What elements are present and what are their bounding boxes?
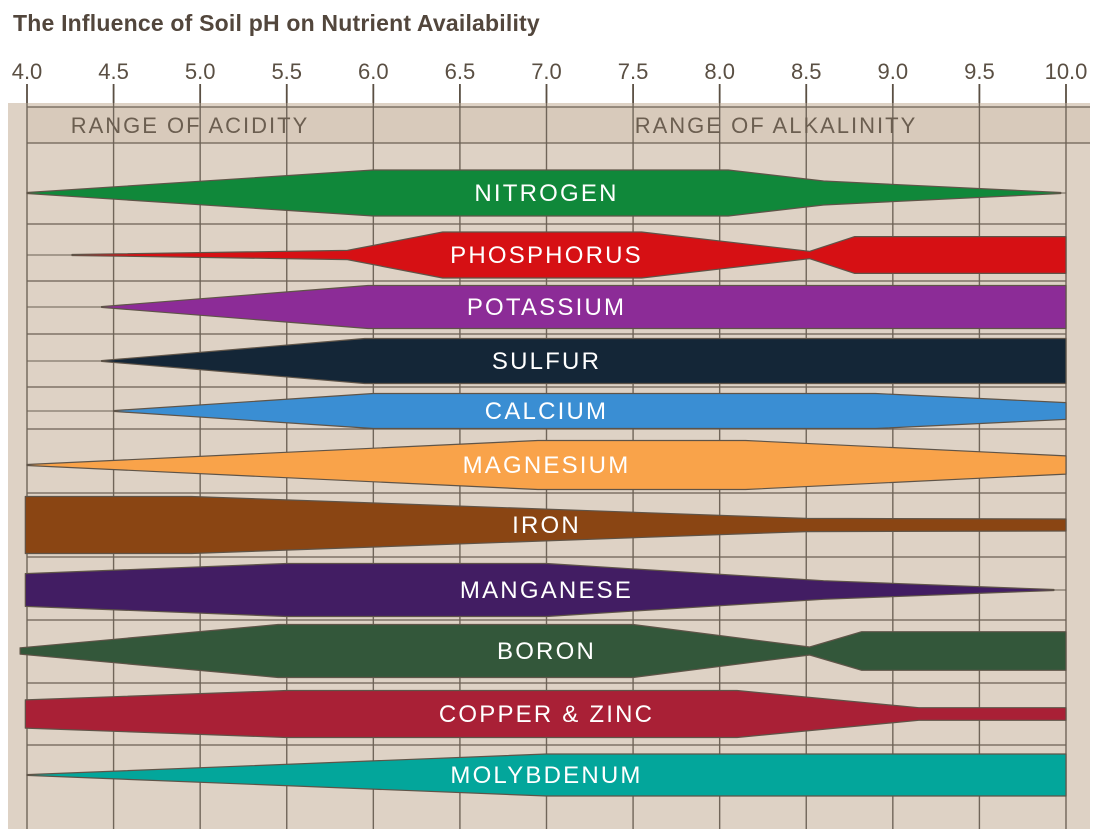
band-label-boron: BORON bbox=[497, 638, 596, 665]
ph-axis-label-7.0: 7.0 bbox=[531, 59, 562, 84]
band-label-potassium: POTASSIUM bbox=[467, 294, 626, 321]
band-label-manganese: MANGANESE bbox=[460, 577, 633, 604]
band-manganese bbox=[24, 562, 1055, 618]
ph-axis-label-6.5: 6.5 bbox=[445, 59, 476, 84]
band-label-sulfur: SULFUR bbox=[492, 348, 601, 375]
ph-axis-label-10.0: 10.0 bbox=[1045, 59, 1088, 84]
page-title: The Influence of Soil pH on Nutrient Ava… bbox=[13, 10, 540, 36]
ph-axis-label-9.0: 9.0 bbox=[878, 59, 909, 84]
band-label-phosphorus: PHOSPHORUS bbox=[450, 242, 643, 269]
acidity-range-label: RANGE OF ACIDITY bbox=[71, 113, 310, 138]
band-magnesium bbox=[26, 439, 1067, 491]
ph-axis-label-5.5: 5.5 bbox=[271, 59, 302, 84]
band-copper-zinc bbox=[24, 689, 1067, 739]
ph-axis-label-8.0: 8.0 bbox=[704, 59, 735, 84]
ph-axis-label-4.0: 4.0 bbox=[12, 59, 43, 84]
band-nitrogen bbox=[26, 169, 1062, 217]
ph-axis-label-9.5: 9.5 bbox=[964, 59, 995, 84]
band-label-calcium: CALCIUM bbox=[485, 398, 608, 425]
ph-axis-label-5.0: 5.0 bbox=[185, 59, 216, 84]
ph-axis-label-6.0: 6.0 bbox=[358, 59, 389, 84]
ph-axis-label-8.5: 8.5 bbox=[791, 59, 822, 84]
band-sulfur bbox=[100, 337, 1067, 385]
alkalinity-range-label: RANGE OF ALKALINITY bbox=[635, 113, 918, 138]
band-boron bbox=[19, 623, 1067, 679]
band-molybdenum bbox=[26, 753, 1067, 797]
ph-axis-label-4.5: 4.5 bbox=[98, 59, 129, 84]
band-label-nitrogen: NITROGEN bbox=[474, 180, 618, 207]
ph-axis-label-7.5: 7.5 bbox=[618, 59, 649, 84]
band-label-iron: IRON bbox=[512, 512, 581, 539]
band-label-magnesium: MAGNESIUM bbox=[463, 452, 631, 479]
band-phosphorus bbox=[71, 231, 1067, 279]
band-label-molybdenum: MOLYBDENUM bbox=[450, 762, 642, 789]
band-calcium bbox=[112, 392, 1067, 430]
band-iron bbox=[24, 495, 1067, 555]
band-potassium bbox=[100, 284, 1067, 330]
band-label-copper-zinc: COPPER & ZINC bbox=[439, 701, 654, 728]
header-band bbox=[27, 107, 1090, 143]
